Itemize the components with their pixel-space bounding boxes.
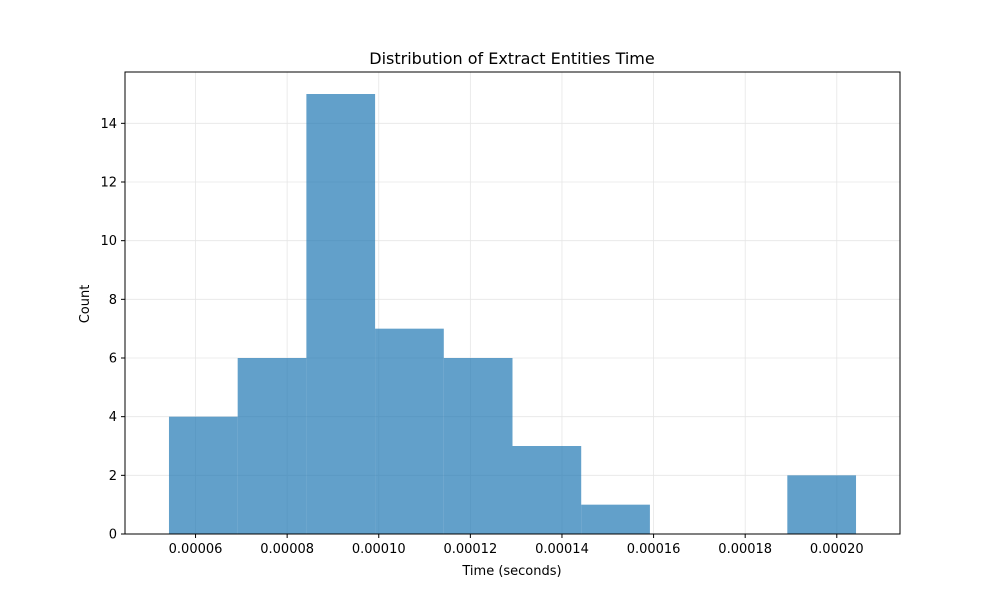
y-tick-label: 8: [109, 293, 117, 308]
y-tick-label: 6: [109, 352, 117, 367]
histogram-bar: [443, 358, 513, 534]
x-tick-label: 0.00008: [260, 542, 314, 557]
y-axis-label: Count: [78, 285, 93, 324]
histogram-bar: [512, 446, 582, 534]
histogram-bar: [787, 475, 857, 534]
histogram-bar: [237, 358, 307, 534]
plot-frame: [124, 71, 901, 535]
histogram-bar: [581, 504, 650, 534]
x-axis-ticks: 0.00006 0.00008 0.00010 0.00012 0.00014 0.000…: [169, 534, 864, 557]
x-tick-label: 0.00016: [627, 542, 681, 557]
x-tick-label: 0.00020: [810, 542, 864, 557]
y-axis-ticks: 0 2 4 6 8 10 12 14: [100, 117, 125, 543]
y-tick-label: 14: [100, 117, 117, 132]
histogram-bar: [306, 94, 376, 534]
x-tick-label: 0.00006: [169, 542, 223, 557]
histogram-bars: [168, 94, 857, 534]
y-tick-label: 0: [109, 528, 117, 543]
x-tick-label: 0.00012: [443, 542, 497, 557]
y-tick-label: 10: [100, 234, 117, 249]
y-tick-label: 2: [109, 469, 117, 484]
x-tick-label: 0.00014: [535, 542, 589, 557]
x-axis-label: Time (seconds): [461, 564, 561, 579]
x-tick-label: 0.00010: [352, 542, 406, 557]
y-tick-label: 12: [100, 176, 117, 191]
histogram-bar: [168, 416, 238, 534]
x-tick-label: 0.00018: [718, 542, 772, 557]
chart-title: Distribution of Extract Entities Time: [369, 49, 654, 68]
y-tick-label: 4: [109, 410, 117, 425]
histogram-bar: [375, 328, 444, 534]
